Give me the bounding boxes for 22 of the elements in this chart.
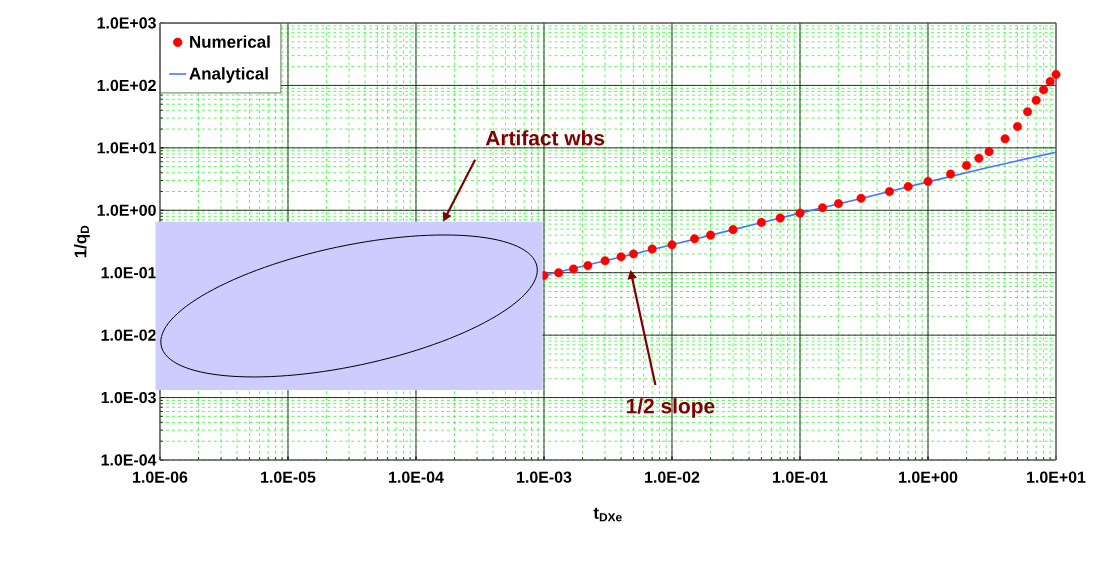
- x-tick-label: 1.0E-03: [517, 471, 572, 483]
- y-axis-title: 1/q$_{D}$: [74, 225, 90, 258]
- x-tick-label: 1.0E+00: [899, 471, 958, 483]
- legend-label: Numerical: [190, 35, 270, 48]
- y-tick-label: 1.0E+03: [97, 17, 156, 29]
- y-tick-label: 1.0E-03: [101, 391, 156, 404]
- y-tick-label: 1.0E+00: [97, 204, 156, 216]
- y-tick-label: 1.0E-02: [101, 329, 156, 341]
- x-tick-label: 1.0E-04: [389, 471, 444, 483]
- annotation: Artifact wbs: [485, 130, 605, 146]
- x-tick-label: 1.0E-05: [261, 471, 316, 483]
- y-tick-label: 1.0E+01: [97, 142, 157, 154]
- legend-label: Analytical: [189, 67, 268, 83]
- x-tick-label: 1.0E-06: [133, 471, 188, 483]
- x-axis-title: t$_{DXe}$: [593, 507, 622, 522]
- y-tick-label: 1.0E-01: [101, 267, 157, 279]
- y-tick-label: 1.0E+02: [97, 79, 156, 92]
- x-tick-label: 1.0E-01: [773, 471, 828, 483]
- annotation: 1/2 slope: [626, 398, 715, 418]
- y-tick-label: 1.0E-04: [101, 454, 157, 466]
- x-tick-label: 1.0E+01: [1027, 471, 1086, 483]
- x-tick-label: 1.0E-02: [645, 471, 700, 483]
